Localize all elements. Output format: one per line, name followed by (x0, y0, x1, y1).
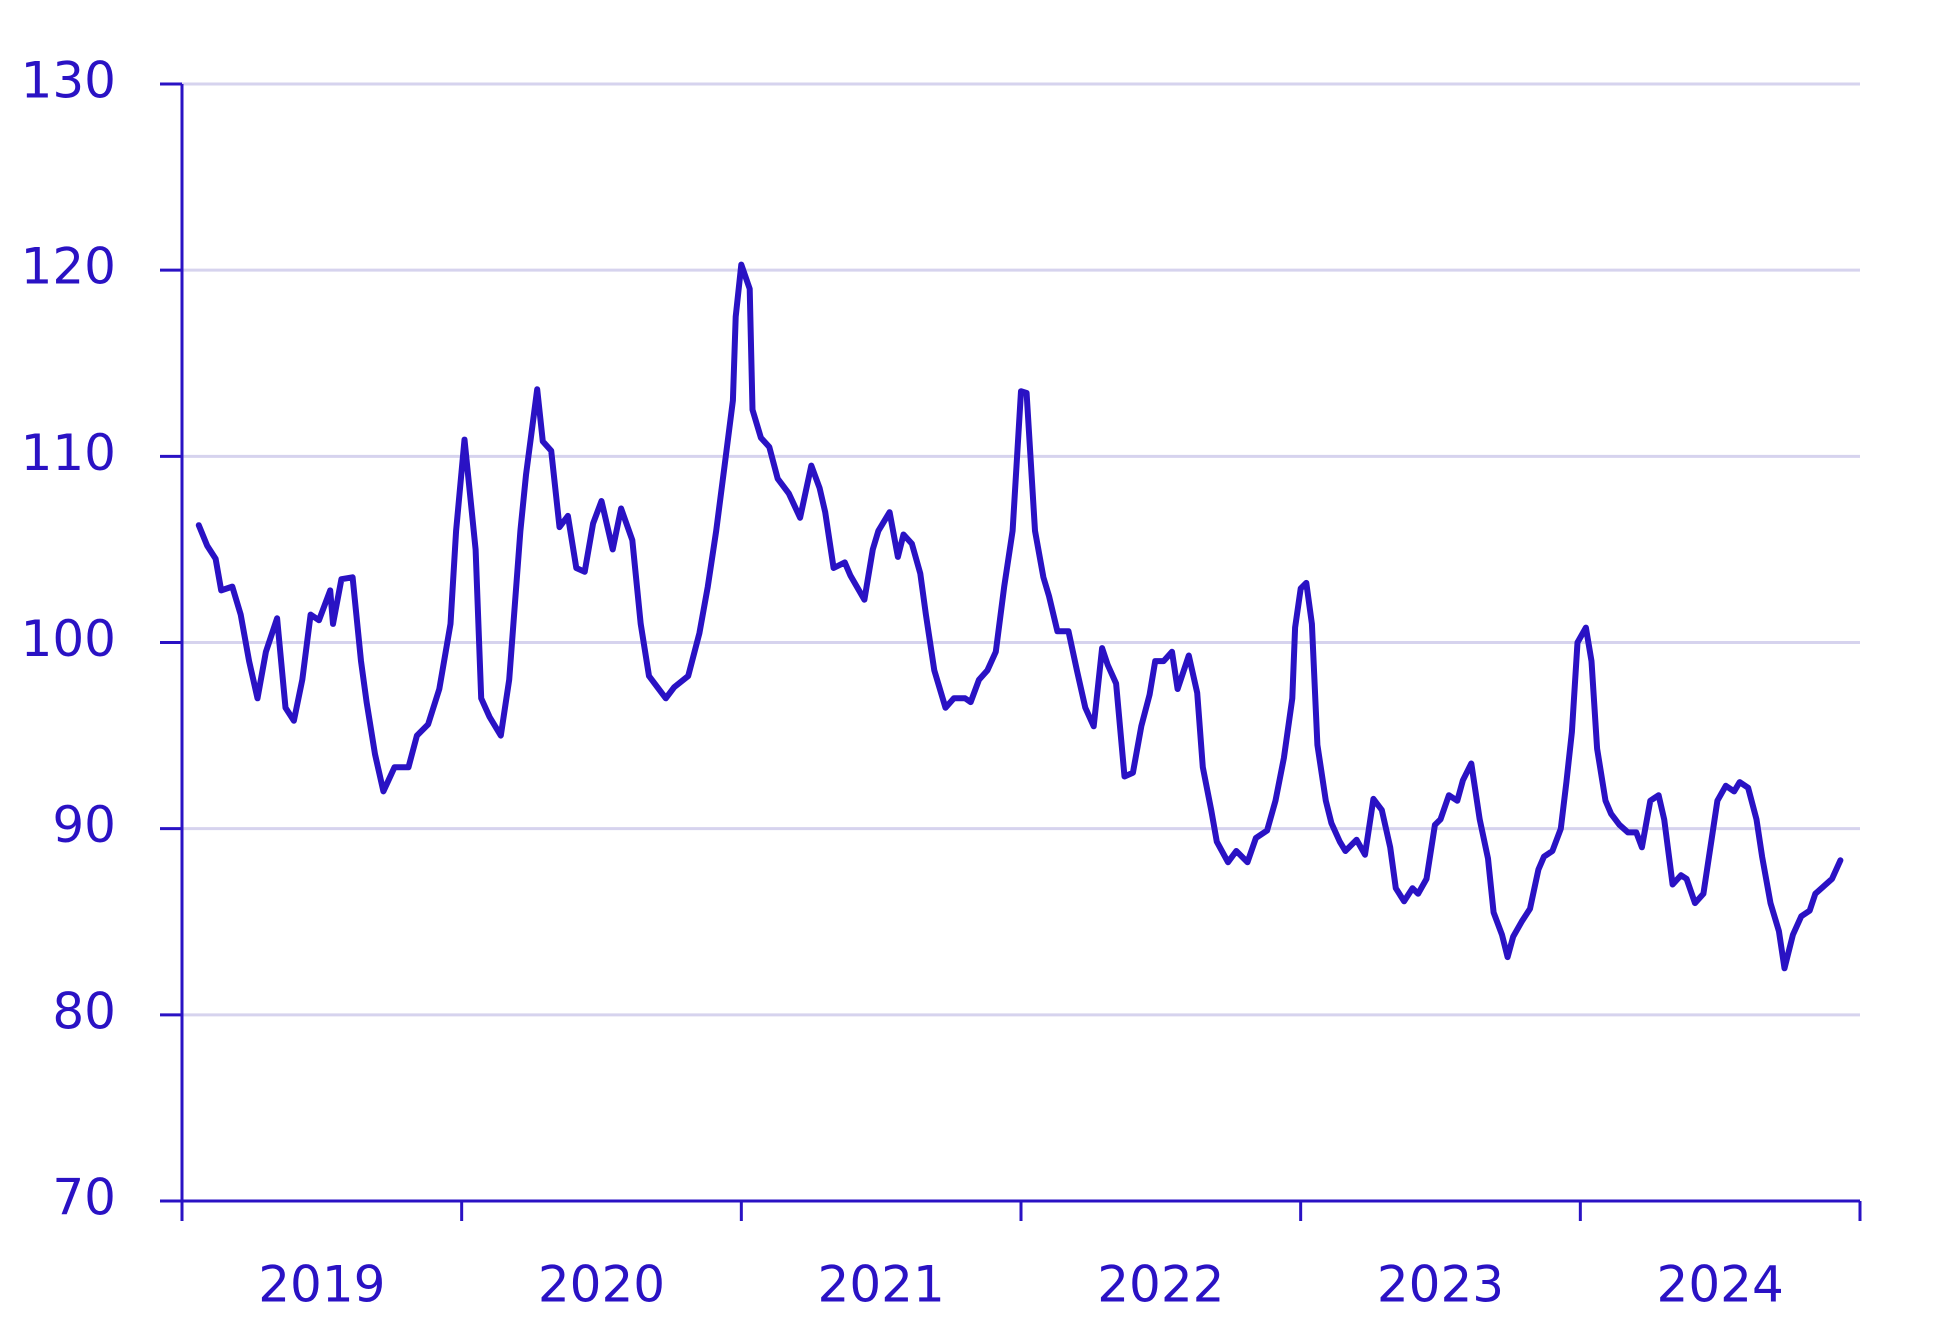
y-tick-label: 90 (52, 796, 116, 854)
x-tick-label: 2020 (538, 1256, 665, 1314)
y-tick-label: 110 (21, 424, 116, 482)
y-tick-label: 130 (21, 52, 116, 110)
x-tick-label: 2021 (818, 1256, 945, 1314)
y-tick-label: 100 (21, 610, 116, 668)
data-line (195, 261, 1844, 972)
x-tick-label: 2024 (1657, 1256, 1784, 1314)
y-tick-label: 80 (52, 982, 116, 1040)
y-tick-label: 70 (52, 1169, 116, 1227)
x-tick-label: 2019 (258, 1256, 385, 1314)
x-tick-label: 2022 (1097, 1256, 1224, 1314)
x-tick-label: 2023 (1377, 1256, 1504, 1314)
y-tick-label: 120 (21, 238, 116, 296)
